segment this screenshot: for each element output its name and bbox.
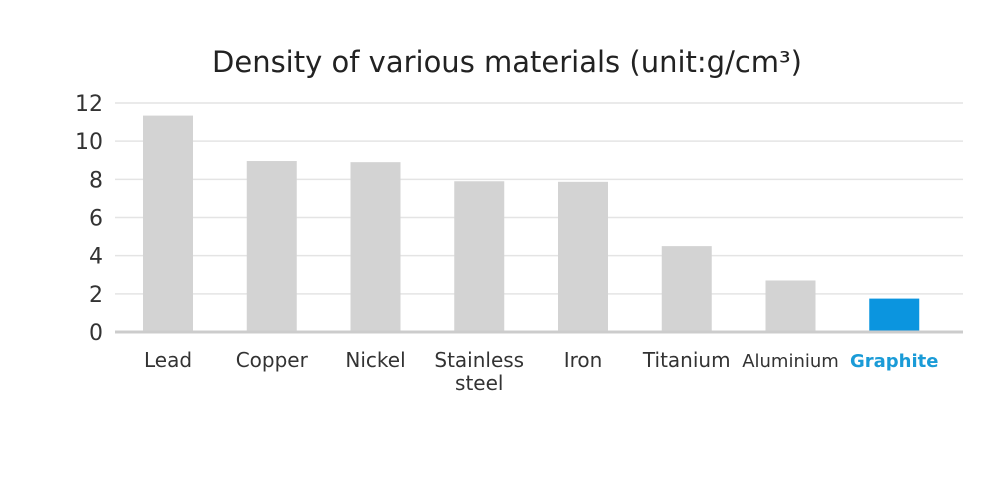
x-category-label-line: Graphite: [850, 351, 938, 372]
y-tick-label: 12: [75, 92, 103, 117]
x-category-label: Aluminium: [742, 351, 839, 372]
bar-aluminium: [765, 280, 816, 331]
y-tick-label: 8: [89, 168, 103, 193]
x-category-label-line: Lead: [144, 348, 192, 372]
x-category-label: Titanium: [642, 348, 731, 372]
x-category-label-line: steel: [455, 371, 503, 395]
y-tick-label: 10: [75, 130, 103, 155]
x-category-label: Nickel: [345, 348, 405, 372]
bar-copper: [246, 161, 297, 331]
chart-title: Density of various materials (unit:g/cm³…: [212, 45, 802, 79]
y-tick-label: 0: [89, 321, 103, 346]
bar-stainless-steel: [454, 181, 505, 331]
bar-titanium: [661, 246, 712, 331]
x-category-label-line: Titanium: [642, 348, 731, 372]
x-category-label: Stainless steel: [434, 348, 524, 395]
y-tick-label: 2: [89, 283, 103, 308]
bar-iron: [558, 181, 608, 331]
y-tick-label: 4: [89, 245, 103, 270]
x-category-label-line: Copper: [236, 348, 309, 372]
x-category-label: Graphite: [850, 351, 938, 372]
x-category-label-line: Stainless: [434, 348, 524, 372]
x-category-label-line: Aluminium: [742, 351, 839, 372]
x-axis-labels: Lead Copper Nickel Stainless steel Iron Titani…: [144, 348, 939, 395]
bar-nickel: [350, 162, 401, 331]
x-category-label-line: Nickel: [345, 348, 405, 372]
x-category-label: Lead: [144, 348, 192, 372]
grid-lines: [115, 102, 963, 334]
x-category-label-line: Iron: [564, 348, 603, 372]
bar-lead: [143, 115, 193, 331]
x-category-label: Iron: [564, 348, 603, 372]
x-category-label: Copper: [236, 348, 309, 372]
y-tick-label: 6: [89, 207, 103, 232]
y-axis-ticks: 0 2 4 6 8 10 12: [75, 92, 103, 346]
bars: [143, 115, 920, 331]
bar-graphite: [869, 298, 920, 331]
